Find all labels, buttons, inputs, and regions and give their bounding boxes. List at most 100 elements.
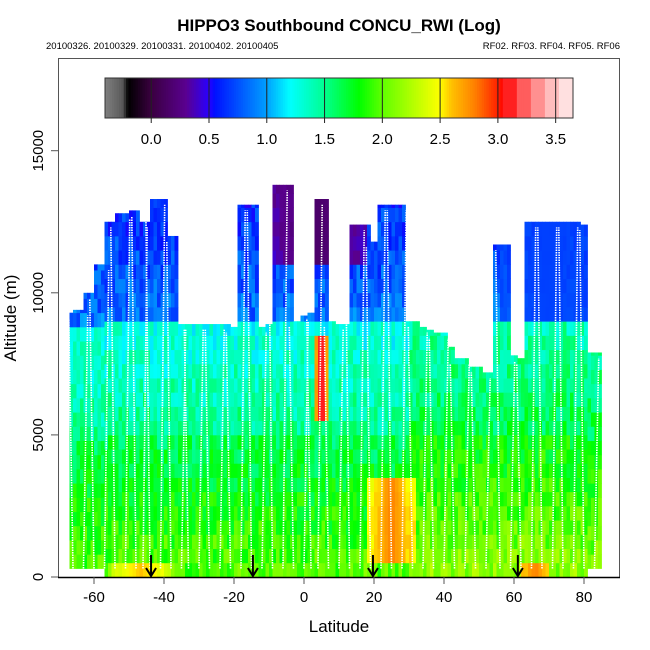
heatmap-cell <box>367 307 371 322</box>
heatmap-cell <box>129 250 133 265</box>
heatmap-cell <box>377 235 382 251</box>
heatmap-cell <box>328 349 333 365</box>
heatmap-cell <box>202 534 207 549</box>
heatmap-cell <box>535 505 539 521</box>
heatmap-cell <box>216 491 221 507</box>
heatmap-cell <box>563 449 567 464</box>
heatmap-cell <box>384 349 389 365</box>
heatmap-cell <box>398 335 403 351</box>
heatmap-cell <box>493 307 497 322</box>
heatmap-cell <box>272 235 277 251</box>
colorbar-segment <box>336 78 340 118</box>
heatmap-cell <box>258 335 263 351</box>
heatmap-cell <box>468 463 473 478</box>
heatmap-cell <box>381 449 385 464</box>
heatmap-cell <box>311 406 315 422</box>
heatmap-cell <box>185 406 189 422</box>
heatmap-cell <box>290 335 294 351</box>
heatmap-cell <box>349 562 354 577</box>
heatmap-cell <box>332 363 336 379</box>
heatmap-cell <box>206 562 210 577</box>
heatmap-cell <box>391 505 396 521</box>
heatmap-cell <box>314 534 319 549</box>
heatmap-cell <box>76 540 81 555</box>
heatmap-cell <box>545 534 550 549</box>
heatmap-cell <box>139 250 144 265</box>
heatmap-cell <box>286 184 291 194</box>
heatmap-cell <box>531 250 536 265</box>
heatmap-cell <box>132 505 137 521</box>
heatmap-cell <box>129 321 133 336</box>
heatmap-cell <box>489 520 494 535</box>
heatmap-cell <box>185 534 189 549</box>
heatmap-cell <box>496 491 501 507</box>
heatmap-cell <box>556 363 560 379</box>
heatmap-cell <box>223 392 228 407</box>
heatmap-cell <box>580 520 585 535</box>
heatmap-cell <box>388 406 392 422</box>
heatmap-cell <box>423 534 427 549</box>
heatmap-cell <box>167 278 172 294</box>
heatmap-cell <box>90 540 95 555</box>
heatmap-cell <box>388 349 392 365</box>
heatmap-cell <box>125 235 130 251</box>
heatmap-cell <box>234 392 238 407</box>
heatmap-cell <box>353 307 357 322</box>
heatmap-cell <box>122 392 126 407</box>
flight-profile-line <box>282 190 288 569</box>
heatmap-cell <box>507 392 511 407</box>
heatmap-cell <box>125 292 130 308</box>
heatmap-cell <box>227 349 231 365</box>
heatmap-cell <box>80 412 84 427</box>
heatmap-cell <box>216 392 221 407</box>
heatmap-cell <box>223 534 228 549</box>
heatmap-cell <box>265 534 270 549</box>
colorbar-segment <box>404 78 408 118</box>
heatmap-cell <box>69 369 74 385</box>
heatmap-cell <box>237 406 242 422</box>
heatmap-cell <box>76 525 81 541</box>
heatmap-cell <box>395 392 399 407</box>
heatmap-cell <box>493 244 497 251</box>
heatmap-cell <box>290 548 294 564</box>
heatmap-cell <box>255 204 259 208</box>
heatmap-cell <box>398 307 403 322</box>
colorbar-segment <box>271 78 274 118</box>
heatmap-cell <box>241 548 245 564</box>
heatmap-cell <box>188 520 193 535</box>
flight-profile-line <box>558 227 564 569</box>
heatmap-cell <box>297 321 301 336</box>
heatmap-cell <box>363 292 368 308</box>
heatmap-cell <box>510 548 515 564</box>
heatmap-cell <box>223 463 228 478</box>
heatmap-cell <box>265 420 270 436</box>
heatmap-cell <box>258 420 263 436</box>
heatmap-cell <box>384 221 389 237</box>
heatmap-cell <box>563 292 567 308</box>
heatmap-cell <box>150 477 154 493</box>
heatmap-cell <box>381 207 385 223</box>
heatmap-cell <box>153 548 158 564</box>
heatmap-cell <box>458 363 462 379</box>
heatmap-cell <box>496 363 501 379</box>
heatmap-cell <box>570 406 574 422</box>
heatmap-cell <box>328 477 333 493</box>
heatmap-cell <box>353 392 357 407</box>
heatmap-cell <box>486 434 490 450</box>
heatmap-cell <box>528 548 532 564</box>
colorbar-segment <box>470 78 473 118</box>
heatmap-cell <box>139 562 144 577</box>
heatmap-cell <box>412 434 417 450</box>
heatmap-cell <box>276 221 280 237</box>
heatmap-cell <box>356 562 361 577</box>
heatmap-cell <box>391 406 396 422</box>
heatmap-cell <box>426 505 431 521</box>
heatmap-cell <box>437 449 441 464</box>
heatmap-cell <box>139 548 144 564</box>
heatmap-cell <box>353 292 357 308</box>
flight-profile-line <box>359 230 365 569</box>
heatmap-cell <box>104 562 109 577</box>
heatmap-cell <box>531 505 536 521</box>
heatmap-cell <box>545 278 550 294</box>
heatmap-cell <box>293 463 298 478</box>
